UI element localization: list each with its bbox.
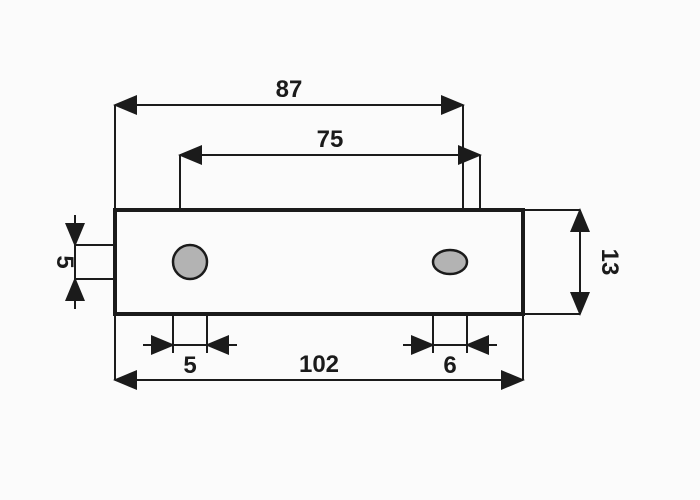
dim-overall-height-value: 13	[596, 249, 623, 276]
dim-overall-height: 13	[523, 210, 623, 314]
dim-87: 87	[115, 76, 463, 210]
dim-hole-left-5: 5	[143, 314, 237, 379]
hole-left	[173, 245, 207, 279]
dim-hole-left-height-5: 5	[51, 215, 115, 309]
dim-75-value: 75	[317, 126, 344, 153]
dim-75: 75	[180, 126, 480, 210]
technical-drawing: 102 87 75 5 6 13 5	[0, 0, 700, 500]
dim-overall-width-value: 102	[299, 351, 339, 378]
dim-hole-left-height-5-value: 5	[51, 255, 78, 268]
hole-right	[433, 250, 467, 274]
dim-hole-right-6-value: 6	[443, 352, 456, 379]
dim-87-value: 87	[276, 76, 303, 103]
dimensions: 102 87 75 5 6 13 5	[51, 76, 623, 380]
dim-hole-right-6: 6	[403, 314, 497, 379]
dim-overall-width: 102	[115, 314, 523, 380]
dim-hole-left-5-value: 5	[183, 352, 196, 379]
